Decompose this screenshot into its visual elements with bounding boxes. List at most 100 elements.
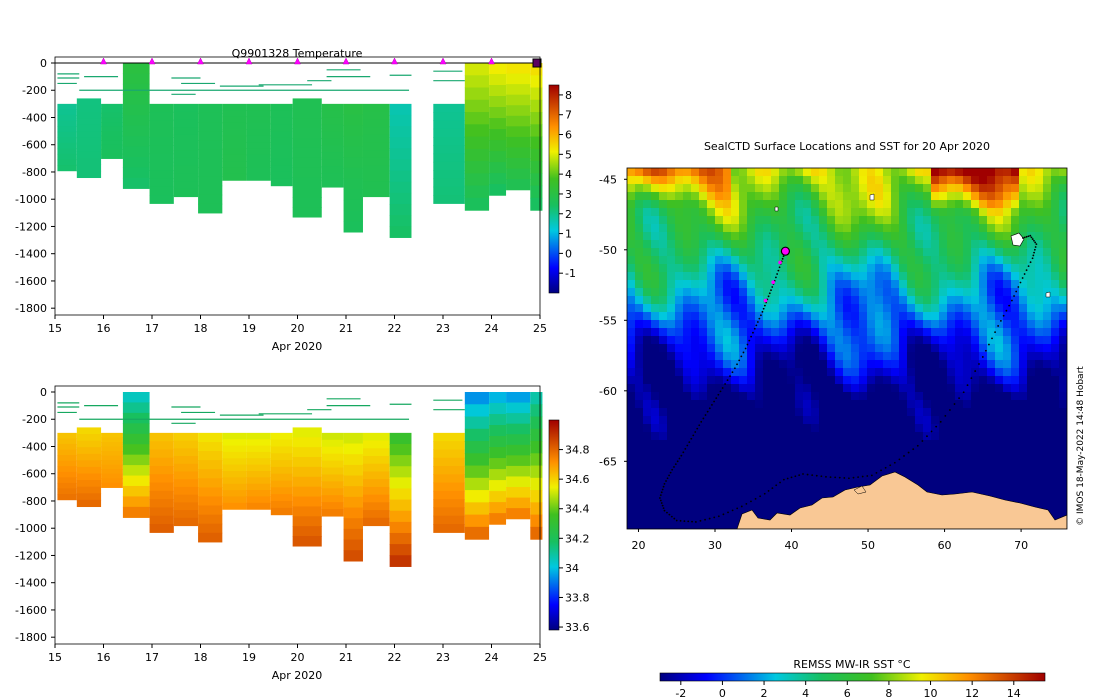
sst-cell <box>907 384 916 393</box>
sst-cell <box>1019 496 1028 505</box>
sst-cell <box>1043 280 1052 289</box>
sst-cell <box>675 208 684 217</box>
sst-cell <box>691 344 700 353</box>
sst-cell <box>643 240 652 249</box>
sst-cell <box>867 248 876 257</box>
sst-cell <box>955 336 964 345</box>
track-point <box>758 317 761 320</box>
sst-cell <box>755 464 764 473</box>
sst-cell <box>987 408 996 417</box>
sst-cell <box>795 400 804 409</box>
sst-cell <box>923 360 932 369</box>
profile-cell <box>489 63 507 75</box>
sst-cell <box>747 328 756 337</box>
sst-cell <box>763 240 772 249</box>
sst-cell <box>1059 328 1067 337</box>
sst-cell <box>907 416 916 425</box>
sst-cell <box>1003 464 1012 473</box>
profile-cell <box>362 119 390 128</box>
sst-cell <box>867 416 876 425</box>
sst-cell <box>795 424 804 433</box>
sst-cell <box>899 384 908 393</box>
sst-cell <box>891 440 900 449</box>
sst-cell <box>811 456 820 465</box>
sst-cell <box>995 280 1004 289</box>
sst-cell <box>819 312 828 321</box>
sst-cell <box>979 416 988 425</box>
sst-cell <box>851 344 860 353</box>
profile-cell <box>389 455 412 467</box>
profile-cell <box>530 197 543 211</box>
profile-cell <box>101 117 123 123</box>
sst-cell <box>1035 384 1044 393</box>
sst-cell <box>803 488 812 497</box>
profile-cell <box>222 161 247 169</box>
sst-cell <box>891 224 900 233</box>
profile-column <box>321 103 344 188</box>
profile-cell <box>362 165 390 174</box>
profile-cell <box>530 173 543 187</box>
sst-cell <box>723 448 732 457</box>
track-point <box>782 478 785 481</box>
profile-cell <box>389 192 412 205</box>
profile-cell <box>489 469 507 481</box>
sst-cell <box>787 248 796 257</box>
sst-cell <box>923 320 932 329</box>
sst-cell <box>1043 320 1052 329</box>
sst-cell <box>675 520 684 529</box>
sst-cell <box>1011 496 1020 505</box>
sst-cell <box>835 320 844 329</box>
sst-cell <box>859 424 868 433</box>
sst-cell <box>787 496 796 505</box>
sst-cell <box>779 184 788 193</box>
sst-cell <box>715 408 724 417</box>
sst-cell <box>635 464 644 473</box>
sst-cell <box>715 376 724 385</box>
sst-cell <box>931 176 940 185</box>
sst-cell <box>683 184 692 193</box>
sst-cell <box>979 176 988 185</box>
sst-cell <box>715 520 724 529</box>
sst-cell <box>939 264 948 273</box>
sst-cell <box>1019 344 1028 353</box>
sst-cell <box>651 272 660 281</box>
sst-cell <box>859 184 868 193</box>
sst-cell <box>1051 488 1060 497</box>
sst-cell <box>1035 264 1044 273</box>
sst-cell <box>955 472 964 481</box>
sst-cell <box>939 488 948 497</box>
profile-cell <box>433 153 465 163</box>
profile-cell <box>530 136 543 150</box>
sst-cell <box>811 304 820 313</box>
profile-cell <box>292 98 322 109</box>
track-point <box>775 276 777 279</box>
profile-cell <box>198 122 223 132</box>
track-point <box>1033 239 1035 242</box>
sst-cell <box>755 312 764 321</box>
sst-cell <box>707 216 716 225</box>
track-point <box>659 497 661 499</box>
sst-cell <box>995 208 1004 217</box>
sst-cell <box>643 176 652 185</box>
sst-cell <box>779 392 788 401</box>
sst-cell <box>675 432 684 441</box>
sst-cell <box>659 520 668 529</box>
profile-cell <box>464 112 490 125</box>
sst-cell <box>667 248 676 257</box>
sst-cell <box>835 232 844 241</box>
sst-cell <box>851 384 860 393</box>
sst-cell <box>803 168 812 177</box>
sst-cell <box>955 312 964 321</box>
profile-cell <box>76 137 102 146</box>
sst-cell <box>659 320 668 329</box>
sst-cell <box>843 256 852 265</box>
track-point <box>687 520 690 523</box>
sst-cell <box>987 384 996 393</box>
sst-cell <box>819 448 828 457</box>
sst-cell <box>707 360 716 369</box>
sst-cell <box>923 248 932 257</box>
sst-cell <box>787 240 796 249</box>
sst-cell <box>979 312 988 321</box>
sst-cell <box>859 432 868 441</box>
sst-cell <box>963 312 972 321</box>
